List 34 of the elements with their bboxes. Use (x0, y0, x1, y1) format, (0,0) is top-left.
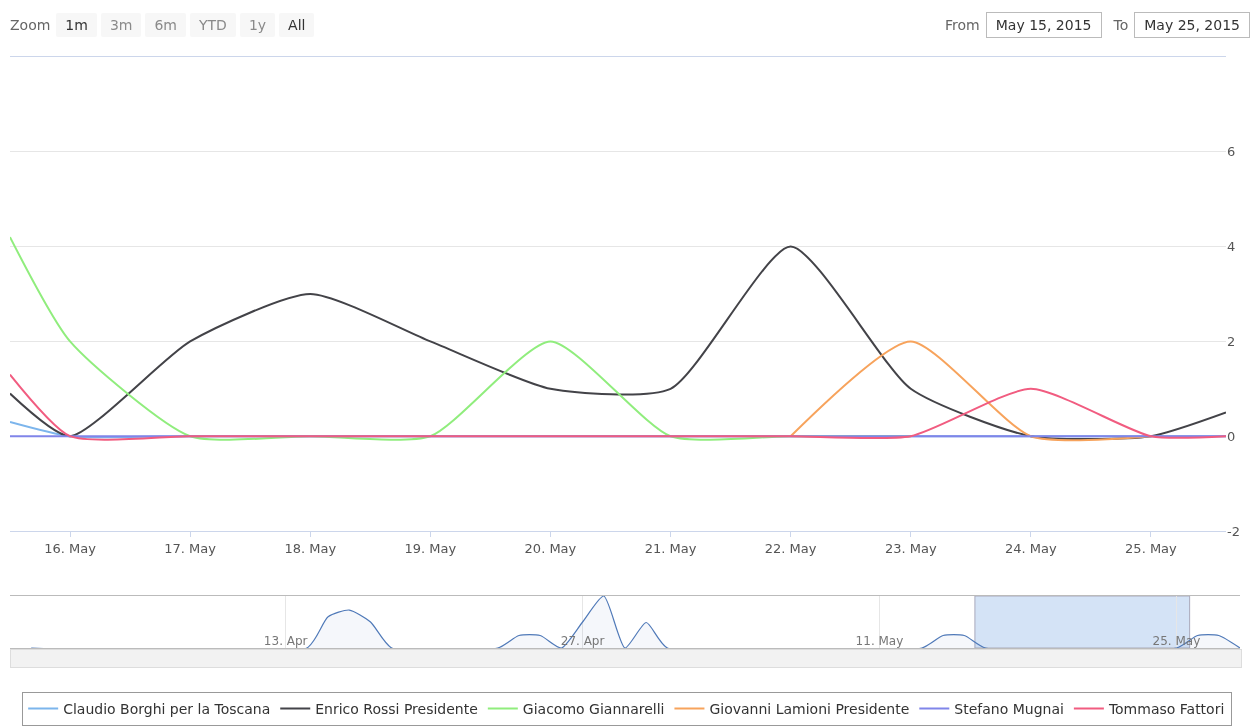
y-tick-label: 6 (1227, 144, 1236, 160)
text: May 25, 2015 (1134, 12, 1250, 38)
legend-label: Giacomo Giannarelli (522, 701, 665, 718)
text: Zoom (10, 17, 51, 33)
x-tick-label: 17. May (164, 540, 217, 556)
text: May 15, 2015 (985, 12, 1102, 38)
x-tick-label: 22. May (764, 540, 817, 556)
x-tick-label: 24. May (1005, 540, 1057, 556)
x-tick-label: 16. May (44, 540, 97, 556)
legend-label: Stefano Mugnai (954, 701, 1064, 718)
x-tick-label: 11. May (855, 634, 904, 648)
text: From (945, 17, 980, 33)
y-tick-label: 2 (1227, 333, 1236, 349)
legend-label: Enrico Rossi Presidente (315, 701, 478, 718)
y-tick-label: 4 (1227, 239, 1236, 255)
text: 1m (56, 13, 97, 37)
x-tick-label: 21. May (644, 540, 697, 556)
text: 3m (100, 13, 142, 37)
x-tick-label: 13. Apr (263, 634, 308, 648)
text: To (1113, 17, 1129, 33)
text: 1y (239, 13, 276, 37)
legend-label: Giovanni Lamioni Presidente (709, 701, 910, 718)
x-tick-label: 23. May (884, 540, 937, 556)
y-tick-label: 0 (1227, 428, 1236, 444)
x-tick-label: 20. May (524, 540, 577, 556)
x-tick-label: 25. May (1125, 540, 1178, 556)
text: YTD (190, 13, 236, 37)
text: 6m (145, 13, 186, 37)
x-tick-label: 19. May (404, 540, 457, 556)
y-tick-label: -2 (1227, 523, 1240, 539)
legend-label: Claudio Borghi per la Toscana (63, 701, 271, 718)
text: All (279, 13, 315, 37)
legend-label: Tommaso Fattori (1107, 701, 1225, 718)
x-tick-label: 18. May (284, 540, 337, 556)
